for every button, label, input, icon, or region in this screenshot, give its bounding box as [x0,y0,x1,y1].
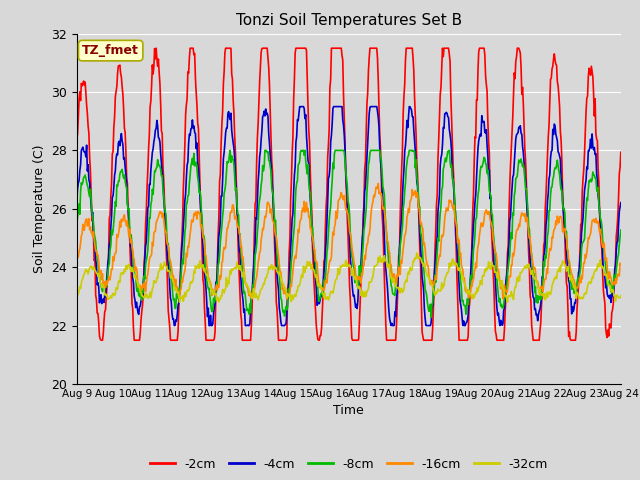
-8cm [216,252,223,258]
-16cm [395,264,403,270]
-16cm [73,254,81,260]
-32cm [617,293,625,299]
Y-axis label: Soil Temperature (C): Soil Temperature (C) [33,144,45,273]
-4cm [170,323,178,328]
-32cm [449,256,456,262]
Text: TZ_fmet: TZ_fmet [82,44,139,57]
-4cm [617,200,625,205]
Line: -8cm: -8cm [77,150,621,317]
-4cm [193,140,201,146]
-16cm [568,273,576,279]
-2cm [395,253,403,259]
-8cm [341,157,349,163]
-4cm [216,217,224,223]
-2cm [617,149,625,155]
Title: Tonzi Soil Temperatures Set B: Tonzi Soil Temperatures Set B [236,13,462,28]
-16cm [216,273,223,278]
-8cm [73,220,81,226]
-32cm [193,264,201,270]
-16cm [449,204,456,210]
-4cm [296,104,303,109]
-4cm [73,198,81,204]
Line: -32cm: -32cm [77,253,621,302]
-8cm [568,283,576,289]
-32cm [73,289,81,295]
-8cm [428,314,435,320]
-2cm [568,337,576,343]
-8cm [193,159,200,165]
-32cm [568,276,576,282]
-2cm [152,45,160,51]
-4cm [342,169,349,175]
X-axis label: Time: Time [333,405,364,418]
-8cm [394,273,402,279]
-2cm [194,120,202,126]
-32cm [341,262,349,268]
-8cm [617,227,625,233]
-32cm [413,250,420,256]
-2cm [97,337,105,343]
Legend: -2cm, -4cm, -8cm, -16cm, -32cm: -2cm, -4cm, -8cm, -16cm, -32cm [145,453,553,476]
-2cm [342,173,349,179]
Line: -16cm: -16cm [77,183,621,299]
-4cm [449,168,456,173]
-16cm [283,296,291,302]
-2cm [449,135,456,141]
Line: -4cm: -4cm [77,107,621,325]
-16cm [341,201,349,206]
-2cm [217,141,225,146]
-8cm [227,147,234,153]
-2cm [73,137,81,143]
-8cm [449,176,456,182]
-32cm [394,285,402,290]
-16cm [193,210,200,216]
Line: -2cm: -2cm [77,48,621,340]
-16cm [617,261,625,267]
-16cm [374,180,382,186]
-4cm [568,304,576,310]
-32cm [176,300,184,305]
-4cm [395,265,403,271]
-32cm [216,296,224,302]
